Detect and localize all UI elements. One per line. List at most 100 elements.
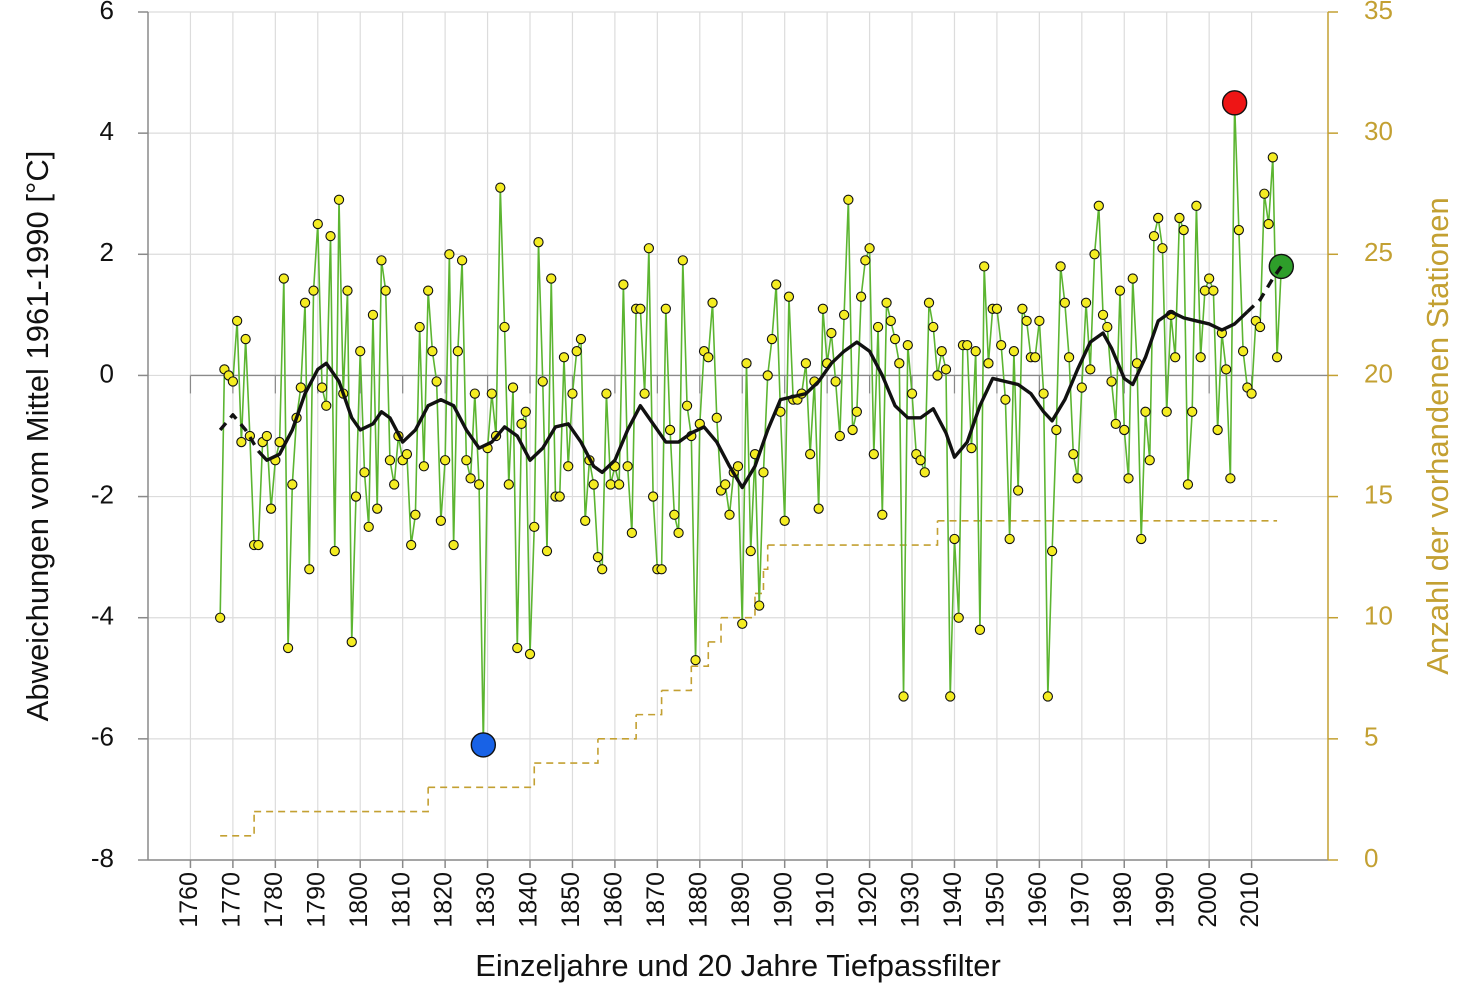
station-count-step <box>763 545 769 571</box>
annual-point <box>953 612 964 623</box>
annual-point <box>410 509 421 520</box>
annual-point <box>771 279 782 290</box>
x-tick-label: 1850 <box>557 872 585 928</box>
annual-point <box>329 545 340 557</box>
annual-point <box>673 527 684 539</box>
annual-point <box>227 376 239 387</box>
annual-point <box>1097 309 1109 321</box>
annual-point <box>1237 346 1249 357</box>
annual-point <box>575 333 587 345</box>
x-tick-label: 1780 <box>260 872 288 928</box>
x-tick-label: 1860 <box>600 872 628 928</box>
annual-point <box>448 539 459 551</box>
annual-point <box>826 327 837 339</box>
annual-point <box>1127 273 1138 284</box>
annual-point <box>983 358 994 369</box>
annual-point <box>422 285 434 296</box>
x-tick-label: 2000 <box>1194 872 1222 928</box>
annual-point <box>1080 297 1092 308</box>
annual-point <box>813 503 824 514</box>
annual-point <box>1267 152 1278 163</box>
x-tick-label: 1890 <box>727 872 755 928</box>
station-count-step <box>220 811 255 837</box>
annual-point <box>877 509 888 520</box>
annual-point <box>1008 346 1020 357</box>
annual-point <box>363 521 374 533</box>
annual-point <box>1259 188 1270 199</box>
annual-point <box>817 303 829 314</box>
annual-point <box>321 400 332 411</box>
station-count-step <box>754 569 765 595</box>
annual-point <box>626 527 638 539</box>
annual-point <box>720 479 731 490</box>
annual-point <box>215 612 226 623</box>
annual-point <box>563 461 574 472</box>
x-tick-label: 1910 <box>812 872 840 928</box>
annual-point <box>1004 533 1015 545</box>
annual-point <box>894 358 905 369</box>
annual-point <box>614 479 625 490</box>
annual-point <box>346 636 357 648</box>
annual-point <box>567 388 578 399</box>
y-tick-label: 4 <box>100 116 114 146</box>
annual-point <box>919 467 930 478</box>
annual-point <box>435 515 447 526</box>
annual-point <box>885 315 896 327</box>
annual-point <box>524 648 536 660</box>
annual-point <box>656 564 667 575</box>
annual-point <box>1136 533 1147 545</box>
annual-point <box>783 291 795 302</box>
annual-point <box>639 388 650 399</box>
annual-point <box>690 654 701 666</box>
annual-point <box>1106 376 1117 387</box>
annual-point <box>1153 212 1164 224</box>
annual-point <box>851 406 862 417</box>
annual-point <box>558 352 570 363</box>
annual-point <box>605 479 616 490</box>
annual-point <box>843 194 854 205</box>
annual-point <box>1119 424 1130 436</box>
annual-point <box>962 339 973 351</box>
annual-point <box>571 346 582 357</box>
annual-point <box>1220 364 1232 375</box>
annual-point <box>431 376 442 387</box>
annual-point <box>465 473 476 484</box>
annual-point <box>1170 352 1181 363</box>
y-tick-label: -8 <box>91 843 114 873</box>
annual-point <box>452 346 464 357</box>
annual-point <box>592 551 604 563</box>
annual-point <box>304 564 315 575</box>
annual-point <box>936 346 947 357</box>
annual-point <box>1233 224 1245 236</box>
annual-point <box>872 321 884 333</box>
annual-point <box>240 333 251 345</box>
annual-point <box>588 479 599 490</box>
x-tick-label: 1960 <box>1024 872 1052 928</box>
annual-point <box>1089 249 1100 260</box>
annual-point <box>830 376 841 387</box>
annual-point <box>1263 218 1274 230</box>
annual-point <box>533 237 544 248</box>
annual-point <box>427 346 438 357</box>
x-tick-label: 1940 <box>939 872 967 928</box>
annual-point <box>1161 406 1172 417</box>
annual-point <box>1021 315 1032 327</box>
annual-point <box>949 533 960 545</box>
annual-point <box>342 285 353 296</box>
annual-point <box>1051 424 1062 436</box>
annual-point <box>1059 297 1070 308</box>
annual-point <box>724 509 735 520</box>
annual-point <box>923 297 935 308</box>
station-count-step <box>534 738 599 764</box>
annual-point <box>495 182 506 193</box>
x-tick-label: 1800 <box>345 872 373 928</box>
annual-point <box>864 243 875 254</box>
annual-point <box>906 388 918 399</box>
x-tick-label: 1840 <box>515 872 543 928</box>
highlight-point <box>1221 90 1248 116</box>
annual-point <box>418 461 430 472</box>
annual-point <box>554 491 565 502</box>
annual-point <box>618 279 629 290</box>
annual-point <box>838 309 850 321</box>
